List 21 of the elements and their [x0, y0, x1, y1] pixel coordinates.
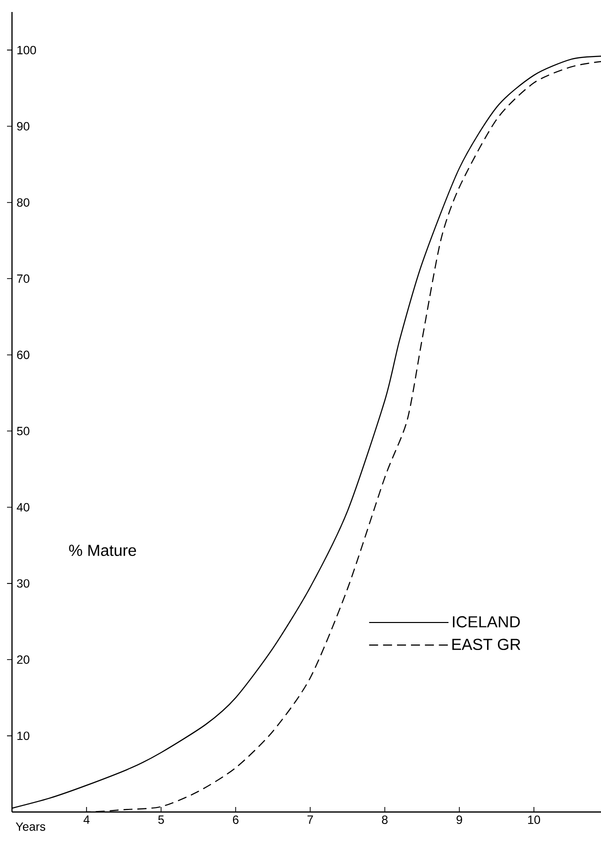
- y-tick-label: 70: [17, 274, 30, 283]
- x-tick-label: 4: [84, 816, 90, 824]
- x-tick-label: 8: [382, 816, 388, 824]
- y-tick-label: 10: [17, 732, 30, 740]
- y-tick-label: 20: [17, 655, 30, 664]
- y-axis-title: % Mature: [69, 544, 136, 556]
- y-tick-label: 90: [17, 122, 30, 130]
- x-axis-title: Years: [16, 822, 46, 831]
- x-tick-label: 10: [528, 816, 540, 824]
- x-tick-label: 9: [456, 816, 462, 824]
- y-tick-label: 100: [17, 46, 36, 54]
- legend-label: ICELAND: [452, 616, 520, 628]
- legend-label: EAST GR: [452, 638, 520, 650]
- y-tick-label: 40: [16, 503, 30, 512]
- x-tick-label: 5: [158, 816, 164, 824]
- y-tick-label: 60: [17, 350, 30, 360]
- x-tick-label: 6: [232, 816, 238, 824]
- x-tick-label: 7: [308, 816, 313, 824]
- y-tick-label: 80: [17, 198, 30, 207]
- y-tick-label: 30: [16, 579, 30, 588]
- y-tick-label: 50: [17, 426, 30, 436]
